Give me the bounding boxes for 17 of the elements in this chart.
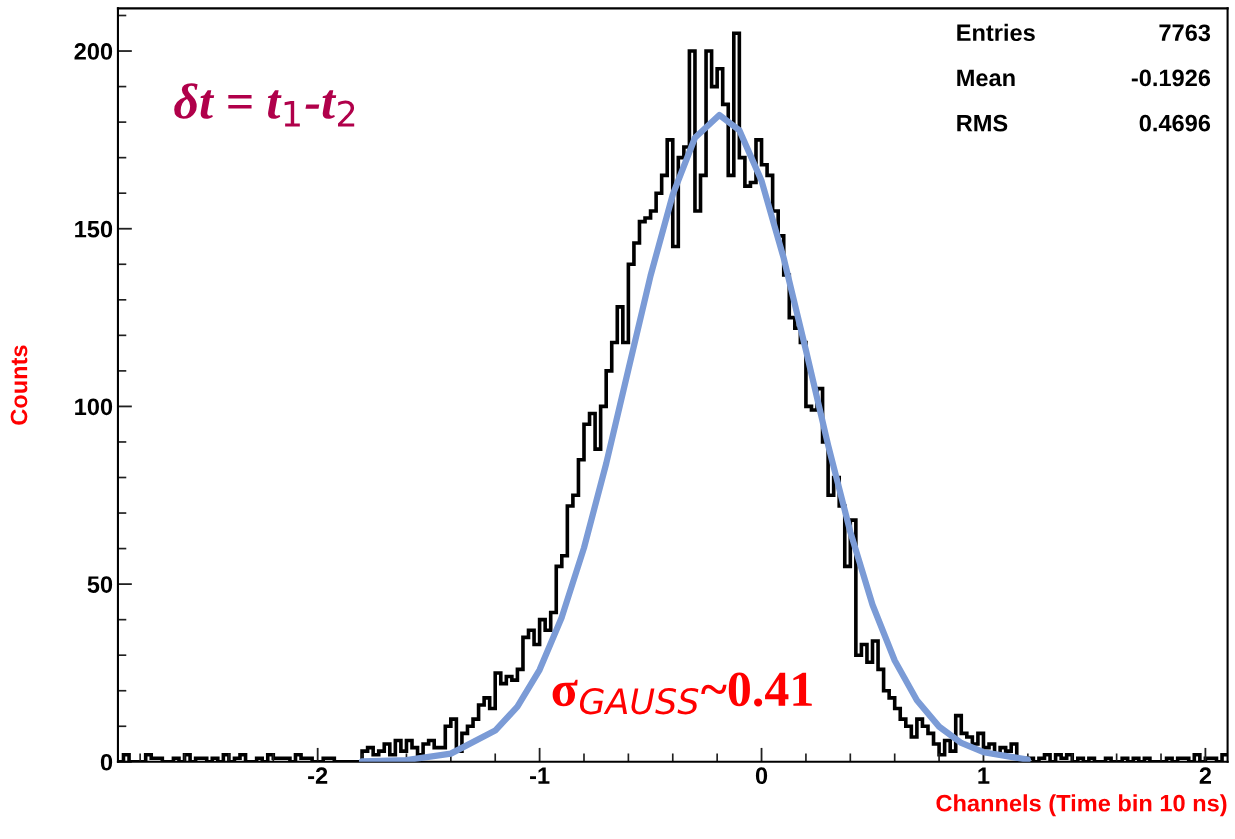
x-tick-label: 2 [1199,767,1212,784]
x-tick-label: 1 [978,767,990,784]
x-tick-label: 0 [755,767,768,785]
x-tick-label: -2 [308,767,328,784]
text: RMS 0.4696 [957,114,1211,132]
y-tick-label: 50 [87,576,113,593]
y-tick-label: 150 [75,220,113,238]
y-tick-label: 100 [75,398,113,416]
y-tick-label: 200 [74,43,113,60]
y-tick-label: 0 [100,753,113,771]
annotation: δt = t$_{1}$-t$_{2}$ [174,83,355,127]
x-axis-title: Channels (Time bin 10 ns) [936,794,1227,817]
annotation: σ$_{GAUSS}$~0.41 [552,672,812,715]
text: Mean -0.1926 [957,69,1211,87]
x-tick-label: -1 [530,767,550,784]
text: Entries 7763 [957,23,1211,42]
y-axis-title: Counts [10,345,28,425]
